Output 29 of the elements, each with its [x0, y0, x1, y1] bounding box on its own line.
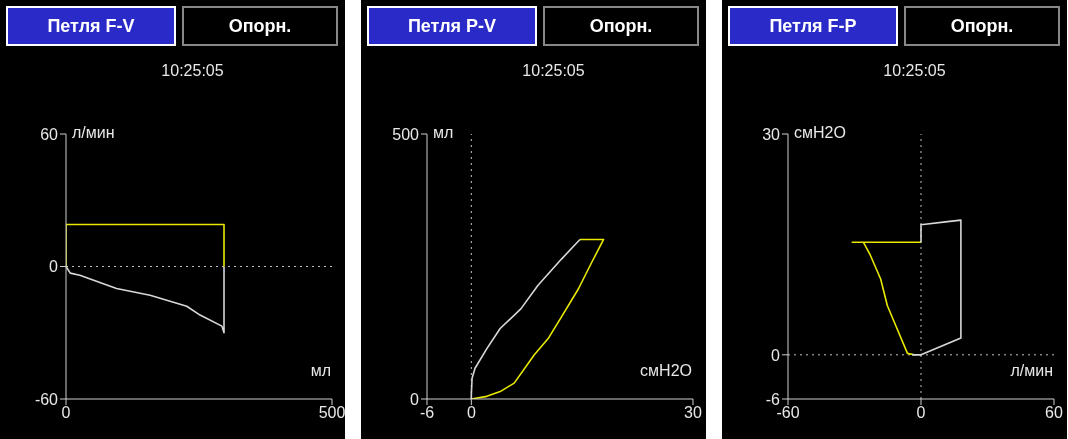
y-axis-title: смH2O: [794, 124, 846, 142]
x-axis-title: л/мин: [1010, 362, 1053, 380]
x-tick-label: 500: [318, 404, 346, 422]
chart-title: Петля F-P: [769, 15, 857, 37]
y-tick-label: 30: [762, 125, 781, 143]
y-tick-label: 0: [771, 346, 781, 364]
line-series: [851, 241, 922, 356]
x-tick-label: 0: [61, 404, 71, 422]
chart-title: Петля F-V: [47, 15, 135, 37]
x-axis-title: смH2O: [640, 362, 692, 380]
chart-subtitle: 10:25:05: [521, 62, 586, 80]
y-tick-label: -60: [34, 390, 59, 408]
x-tick-label: 60: [1045, 404, 1063, 422]
x-axis-title: мл: [310, 362, 331, 380]
y-axis-title: мл: [433, 124, 454, 142]
x-tick-label: 0: [916, 404, 926, 422]
x-tick-label: 0: [466, 404, 476, 422]
x-tick-label: 30: [684, 404, 702, 422]
x-tick-label: -6: [419, 404, 435, 422]
text: Опорн.: [228, 15, 292, 37]
text: Опорн.: [950, 15, 1014, 37]
line-series: [911, 219, 962, 356]
y-axis-title: л/мин: [72, 124, 115, 142]
chart-subtitle: 10:25:05: [882, 62, 947, 80]
y-tick-label: 0: [49, 258, 59, 276]
text: Опорн.: [589, 15, 653, 37]
chart-title: Петля P-V: [407, 15, 497, 37]
chart-subtitle: 10:25:05: [160, 62, 225, 80]
y-tick-label: 60: [40, 125, 59, 143]
